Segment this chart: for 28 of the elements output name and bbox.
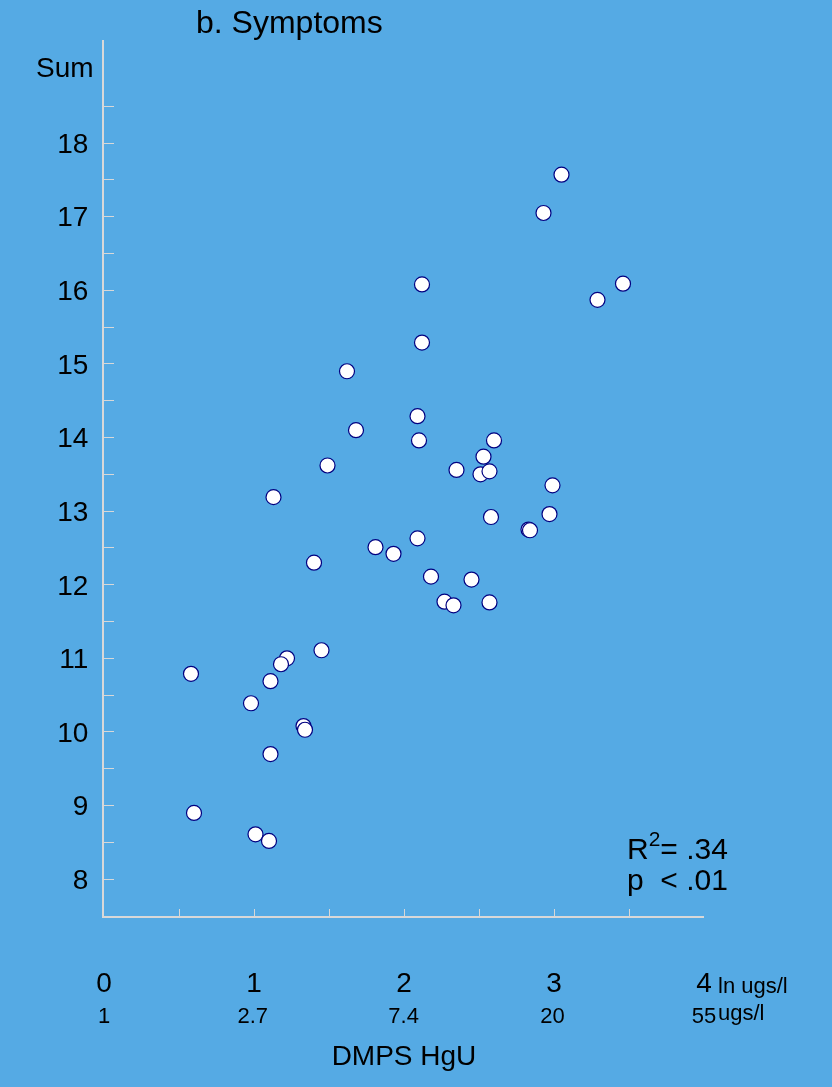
y-tick-label: 16 [57,275,89,307]
text: ugs/l [718,1000,765,1025]
y-tick-label: 18 [57,127,89,159]
x-tick-label: 4 [696,966,712,998]
y-tick-label: 17 [57,201,89,233]
x2-tick-label: 55 [691,1003,717,1029]
annotation: p < .01 [627,863,728,896]
chart-title: b. Symptoms [196,4,383,40]
y-axis-title: Sum [36,52,94,83]
y-tick-label: 13 [57,495,89,527]
y-tick-label: 9 [72,790,89,822]
text: ln ugs/l [718,973,788,998]
y-tick-label: 8 [72,863,89,895]
x2-tick-label: 20 [540,1003,565,1029]
y-tick-label: 15 [57,348,89,380]
y-tick-label: 10 [57,716,89,748]
x2-tick-label: 1 [97,1003,111,1029]
x-tick-label: 2 [396,966,412,998]
x2-tick-label: 2.7 [237,1003,269,1029]
x-tick-label: 1 [246,966,262,998]
x2-tick-label: 7.4 [388,1003,419,1029]
annotation: R$^{2}$= .34 [627,827,728,865]
y-tick-label: 12 [57,569,89,601]
x-axis-title: DMPS HgU [331,1040,477,1072]
x-tick-label: 3 [546,966,562,998]
x-tick-label: 0 [96,966,112,998]
y-tick-label: 14 [57,422,89,454]
y-tick-label: 11 [59,643,89,675]
